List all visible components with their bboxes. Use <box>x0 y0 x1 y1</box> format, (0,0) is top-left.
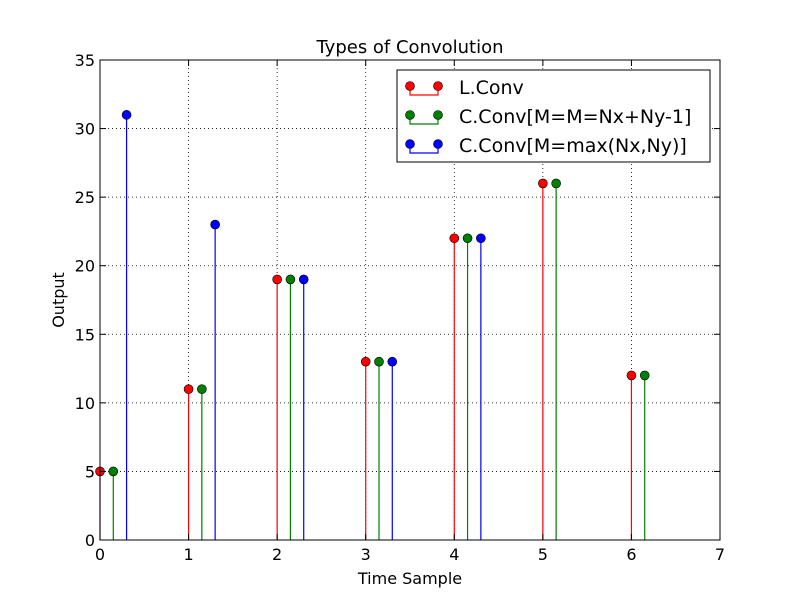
stem-marker <box>121 110 132 120</box>
y-tick-label: 30 <box>75 120 95 139</box>
y-tick-label: 0 <box>85 531 95 550</box>
y-tick-label: 20 <box>75 257 95 276</box>
legend-swatch-marker <box>405 139 415 149</box>
legend: L.Conv C.Conv[M=M=Nx+Ny-1] C.Conv[M=max(Nx… <box>396 69 711 163</box>
stem-series <box>95 110 650 540</box>
stem-marker <box>298 274 309 285</box>
stem-marker <box>210 219 220 230</box>
x-tick-label: 2 <box>272 545 282 564</box>
axis-ticks: 0 1 2 3 4 5 6 7 0 5 10 15 20 25 30 35 <box>75 51 725 564</box>
legend-swatch-marker <box>433 110 443 120</box>
legend-label: L.Conv <box>459 77 524 99</box>
legend-swatch-marker <box>433 81 443 91</box>
x-tick-label: 7 <box>715 545 725 564</box>
stem-marker <box>183 384 194 394</box>
x-tick-label: 6 <box>626 545 636 564</box>
legend-swatch-marker <box>433 139 443 149</box>
legend-label: C.Conv[M=M=Nx+Ny-1] <box>459 106 691 128</box>
x-tick-label: 5 <box>538 545 548 564</box>
y-tick-label: 10 <box>75 394 95 413</box>
x-tick-label: 3 <box>361 545 371 564</box>
stem-marker <box>108 466 119 477</box>
stem-marker <box>360 356 371 367</box>
y-tick-label: 25 <box>75 188 95 207</box>
stem-marker <box>197 384 207 394</box>
stem-marker <box>449 233 460 244</box>
stem-marker <box>639 370 650 381</box>
plot-frame <box>99 59 721 541</box>
stem-marker <box>272 274 282 285</box>
legend-swatch-marker <box>405 110 415 120</box>
y-tick-label: 35 <box>75 51 95 70</box>
stem-marker <box>285 274 296 285</box>
y-tick-label: 15 <box>75 325 95 344</box>
x-tick-label: 0 <box>95 545 105 564</box>
stem-marker <box>538 178 548 189</box>
y-tick-label: 5 <box>85 462 95 481</box>
chart-title: Types of Convolution <box>315 37 503 58</box>
y-axis-label: Output <box>49 272 68 328</box>
stem-marker <box>374 356 384 367</box>
stem-marker <box>626 370 637 381</box>
x-tick-label: 1 <box>183 545 193 564</box>
x-axis-label: Time Sample <box>357 569 462 588</box>
stem-marker <box>551 178 561 189</box>
stem-marker <box>476 233 486 244</box>
x-tick-label: 4 <box>449 545 459 564</box>
legend-label: C.Conv[M=max(Nx,Ny)] <box>459 135 687 157</box>
stem-marker <box>387 356 398 367</box>
legend-box <box>396 69 711 163</box>
stem-marker <box>462 233 473 244</box>
legend-swatch-marker <box>405 81 415 91</box>
